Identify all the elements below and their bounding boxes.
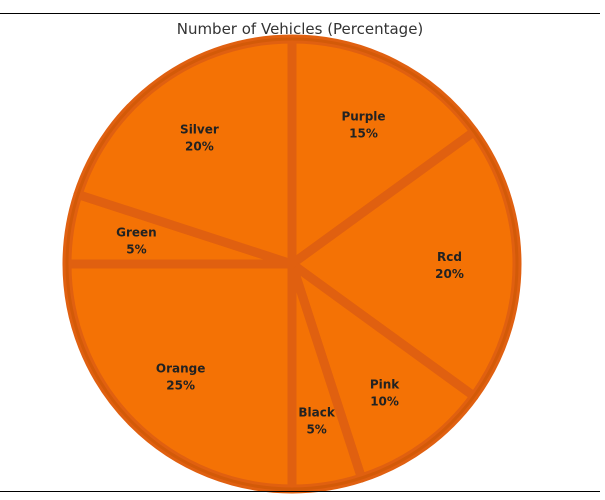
pie-outline <box>65 37 519 491</box>
slice-value-silver: 20% <box>185 140 214 154</box>
slice-value-pink: 10% <box>370 394 399 408</box>
frame-top-line <box>0 13 600 14</box>
slice-label-rcd: Rcd <box>437 250 462 264</box>
slice-label-black: Black <box>298 406 335 420</box>
slice-value-orange: 25% <box>166 378 195 392</box>
slice-label-green: Green <box>116 225 157 239</box>
slice-value-black: 5% <box>306 423 326 437</box>
slice-label-orange: Orange <box>156 361 206 375</box>
slice-label-silver: Silver <box>180 123 219 137</box>
slice-value-rcd: 20% <box>435 267 464 281</box>
frame-bottom-line <box>0 491 600 492</box>
slice-label-pink: Pink <box>370 377 400 391</box>
slice-label-purple: Purple <box>341 110 385 124</box>
slice-value-green: 5% <box>126 242 146 256</box>
chart-title: Number of Vehicles (Percentage) <box>176 20 424 38</box>
pie-slice-orange <box>62 259 297 494</box>
slice-value-purple: 15% <box>349 127 378 141</box>
